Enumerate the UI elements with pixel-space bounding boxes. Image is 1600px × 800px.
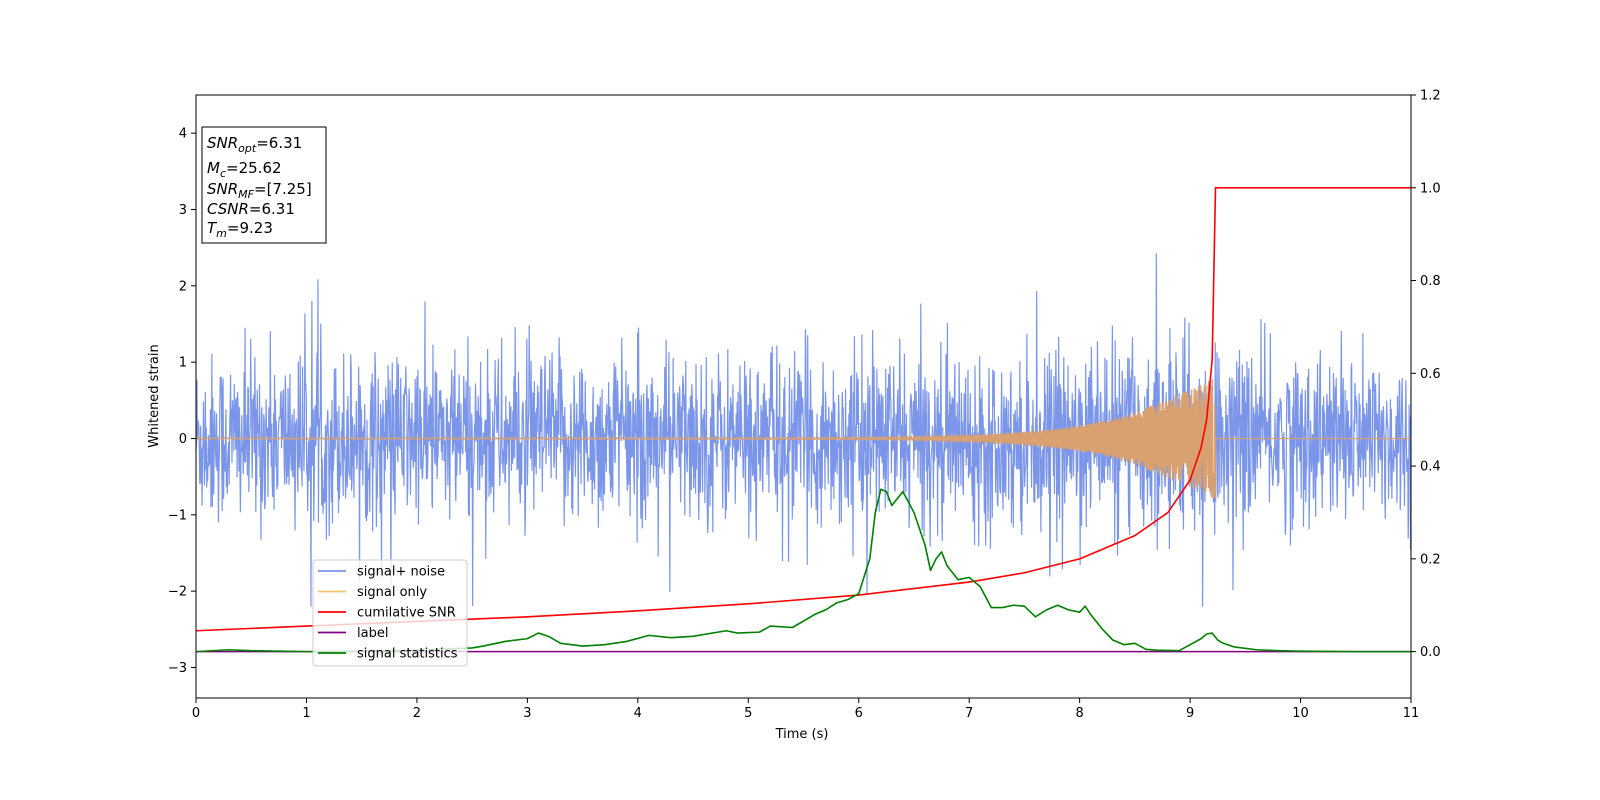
legend-label: signal statistics xyxy=(357,647,458,662)
x-tick-label: 9 xyxy=(1186,706,1194,721)
info-csnr: CSNR=6.31 xyxy=(207,200,295,218)
y-left-tick-label: 0 xyxy=(179,432,187,447)
series-cumilative-snr xyxy=(196,186,1411,632)
y-right-tick-label: 0.8 xyxy=(1420,274,1441,289)
y-left-tick-label: −3 xyxy=(168,661,187,676)
y-right-tick-label: 0.4 xyxy=(1420,460,1441,475)
legend-label: signal+ noise xyxy=(357,565,445,580)
y-left-tick-label: −2 xyxy=(168,585,187,600)
x-tick-label: 5 xyxy=(744,706,752,721)
info-snr-opt: SNRopt=6.31 xyxy=(207,134,302,155)
x-tick-label: 1 xyxy=(302,706,310,721)
series-signal-only xyxy=(196,379,1411,499)
y-axis-left: −3 −2 −1 0 1 2 3 4 xyxy=(168,127,196,676)
y-left-tick-label: 4 xyxy=(179,127,187,142)
x-tick-label: 0 xyxy=(192,706,200,721)
info-tm: Tm=9.23 xyxy=(207,219,273,240)
y-right-tick-label: 0.6 xyxy=(1420,367,1441,382)
legend-label: cumilative SNR xyxy=(357,606,456,621)
y-left-tick-label: 2 xyxy=(179,279,187,294)
x-tick-label: 11 xyxy=(1403,706,1420,721)
y-left-tick-label: 1 xyxy=(179,356,187,371)
legend-label: signal only xyxy=(357,585,427,600)
info-snr-mf: SNRMF=[7.25] xyxy=(207,180,312,201)
x-axis: 0 1 2 3 4 5 6 7 8 9 10 11 xyxy=(192,698,1419,721)
x-tick-label: 2 xyxy=(413,706,421,721)
x-tick-label: 7 xyxy=(965,706,973,721)
info-box: SNRopt=6.31 Mc=25.62 SNRMF=[7.25] CSNR=6… xyxy=(201,126,327,244)
y-left-tick-label: 3 xyxy=(179,203,187,218)
y-right-tick-label: 1.2 xyxy=(1420,89,1441,104)
info-mc: Mc=25.62 xyxy=(207,159,282,180)
y-axis-label: Whitened strain xyxy=(147,344,162,447)
legend-label: label xyxy=(357,626,388,641)
y-left-tick-label: −1 xyxy=(168,508,187,523)
y-right-tick-label: 0.0 xyxy=(1420,645,1441,660)
y-right-tick-label: 1.0 xyxy=(1420,181,1441,196)
series-signal-statistics xyxy=(196,488,1411,653)
x-tick-label: 4 xyxy=(634,706,642,721)
y-right-tick-label: 0.2 xyxy=(1420,552,1441,567)
legend: signal+ noise signal only cumilative SNR la… xyxy=(312,559,468,667)
x-tick-label: 8 xyxy=(1075,706,1083,721)
x-tick-label: 10 xyxy=(1292,706,1309,721)
x-axis-label: Time (s) xyxy=(775,727,829,742)
axes-frame xyxy=(195,94,1412,699)
x-tick-label: 3 xyxy=(523,706,531,721)
x-tick-label: 6 xyxy=(855,706,863,721)
y-axis-right: 0.0 0.2 0.4 0.6 0.8 1.0 1.2 xyxy=(1411,89,1441,660)
